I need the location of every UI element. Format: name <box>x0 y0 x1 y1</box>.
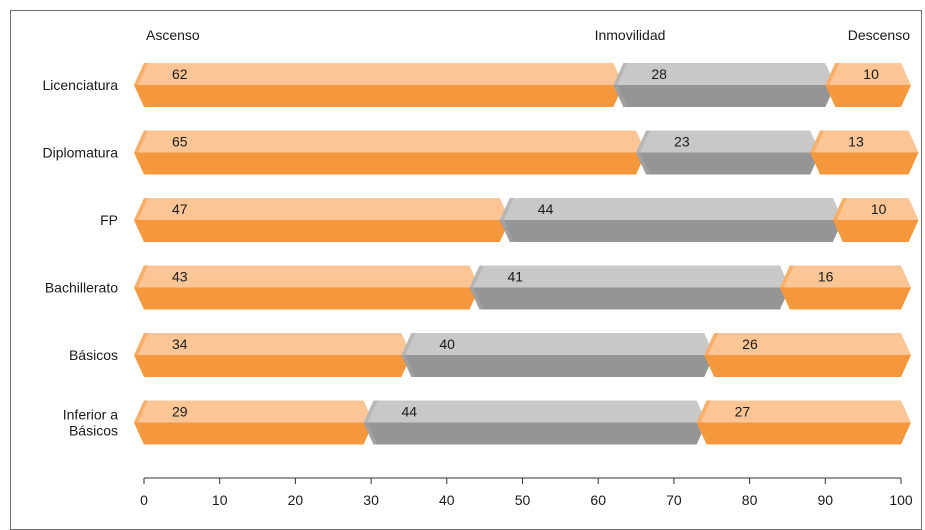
x-tick-label: 100 <box>889 492 913 508</box>
bar-descenso-bottom <box>704 355 911 377</box>
bar-descenso-face <box>696 400 711 445</box>
bar-descenso-top <box>825 63 911 85</box>
data-label: 62 <box>172 66 188 82</box>
data-label: 47 <box>172 201 188 217</box>
bar-ascenso-bottom <box>134 220 510 242</box>
data-label: 26 <box>742 336 758 352</box>
bar-ascenso-top <box>134 198 510 220</box>
data-label: 29 <box>172 404 188 420</box>
bar-descenso-face <box>825 63 840 107</box>
legend-ascenso: Ascenso <box>146 27 200 43</box>
data-label: 43 <box>172 269 188 285</box>
bar-ascenso-top <box>134 400 374 423</box>
data-label: 34 <box>172 336 188 352</box>
bar-inmovilidad-bottom <box>499 220 843 242</box>
x-tick-label: 60 <box>590 492 606 508</box>
data-label: 10 <box>871 201 887 217</box>
bar-descenso-top <box>704 333 911 355</box>
category-label: FP <box>100 212 118 228</box>
x-tick-label: 20 <box>288 492 304 508</box>
data-label: 23 <box>674 134 690 150</box>
category-label: Diplomatura <box>43 145 119 161</box>
bar-ascenso-top <box>134 130 647 153</box>
x-tick-label: 90 <box>818 492 834 508</box>
bar-ascenso-top <box>134 63 624 85</box>
bar-descenso-face <box>832 198 847 242</box>
x-tick-label: 10 <box>212 492 228 508</box>
bar-ascenso-face <box>134 265 148 310</box>
x-tick-label: 40 <box>439 492 455 508</box>
data-label: 65 <box>172 134 188 150</box>
bar-inmovilidad-face <box>469 265 484 310</box>
bar-inmovilidad-top <box>613 63 836 85</box>
bar-inmovilidad-top <box>636 130 821 153</box>
legend-inmovilidad: Inmovilidad <box>595 27 666 43</box>
data-label: 27 <box>735 404 751 420</box>
data-label: 40 <box>439 336 455 352</box>
bar-ascenso-face <box>134 333 148 377</box>
bar-descenso-face <box>704 333 719 377</box>
bar-inmovilidad-face <box>613 63 628 107</box>
bar-inmovilidad-face <box>499 198 514 242</box>
bar-descenso-face <box>810 130 825 175</box>
bar-ascenso-bottom <box>134 152 647 175</box>
bar-ascenso-face <box>134 63 148 107</box>
bar-descenso-bottom <box>779 287 911 310</box>
category-label: Bachillerato <box>45 280 118 296</box>
data-label: 13 <box>848 134 864 150</box>
data-label: 44 <box>402 404 418 420</box>
bar-ascenso-bottom <box>134 85 624 107</box>
bar-ascenso-face <box>134 130 148 175</box>
legend-descenso: Descenso <box>848 27 910 43</box>
bar-inmovilidad-bottom <box>469 287 790 310</box>
bar-ascenso-top <box>134 265 480 288</box>
x-tick-label: 30 <box>363 492 379 508</box>
bar-descenso-face <box>779 265 794 310</box>
x-tick-label: 80 <box>742 492 758 508</box>
data-label: 10 <box>863 66 879 82</box>
bar-inmovilidad-bottom <box>613 85 836 107</box>
bar-descenso-bottom <box>696 422 911 445</box>
bar-inmovilidad-face <box>363 400 378 445</box>
bar-descenso-top <box>696 400 911 423</box>
bar-ascenso-bottom <box>134 422 374 445</box>
bar-descenso-bottom <box>810 152 919 175</box>
stacked-bar-chart: Ascenso Inmovilidad Descenso Licenciatura 62… <box>43 27 919 508</box>
bar-inmovilidad-top <box>469 265 790 288</box>
category-label: Licenciatura <box>43 77 119 93</box>
category-label: Básicos <box>69 347 118 363</box>
x-tick-label: 50 <box>515 492 531 508</box>
bar-inmovilidad-top <box>499 198 843 220</box>
bar-ascenso-bottom <box>134 355 412 377</box>
data-label: 44 <box>538 201 554 217</box>
bar-ascenso-face <box>134 198 148 242</box>
bar-inmovilidad-top <box>363 400 707 423</box>
bar-descenso-bottom <box>832 220 919 242</box>
data-label: 16 <box>818 269 834 285</box>
bar-descenso-top <box>779 265 911 288</box>
bar-inmovilidad-face <box>636 130 651 175</box>
bar-ascenso-top <box>134 333 412 355</box>
x-tick-label: 0 <box>140 492 148 508</box>
bar-inmovilidad-top <box>401 333 715 355</box>
data-label: 28 <box>651 66 667 82</box>
bar-descenso-top <box>832 198 919 220</box>
bar-ascenso-face <box>134 400 148 445</box>
bar-inmovilidad-face <box>401 333 416 377</box>
data-label: 41 <box>508 269 524 285</box>
bar-inmovilidad-bottom <box>363 422 707 445</box>
bar-descenso-top <box>810 130 919 153</box>
bar-descenso-bottom <box>825 85 911 107</box>
bar-ascenso-bottom <box>134 287 480 310</box>
category-label: Básicos <box>69 423 118 439</box>
bar-inmovilidad-bottom <box>636 152 821 175</box>
x-tick-label: 70 <box>666 492 682 508</box>
category-label: Inferior a <box>63 407 118 423</box>
bar-inmovilidad-bottom <box>401 355 715 377</box>
